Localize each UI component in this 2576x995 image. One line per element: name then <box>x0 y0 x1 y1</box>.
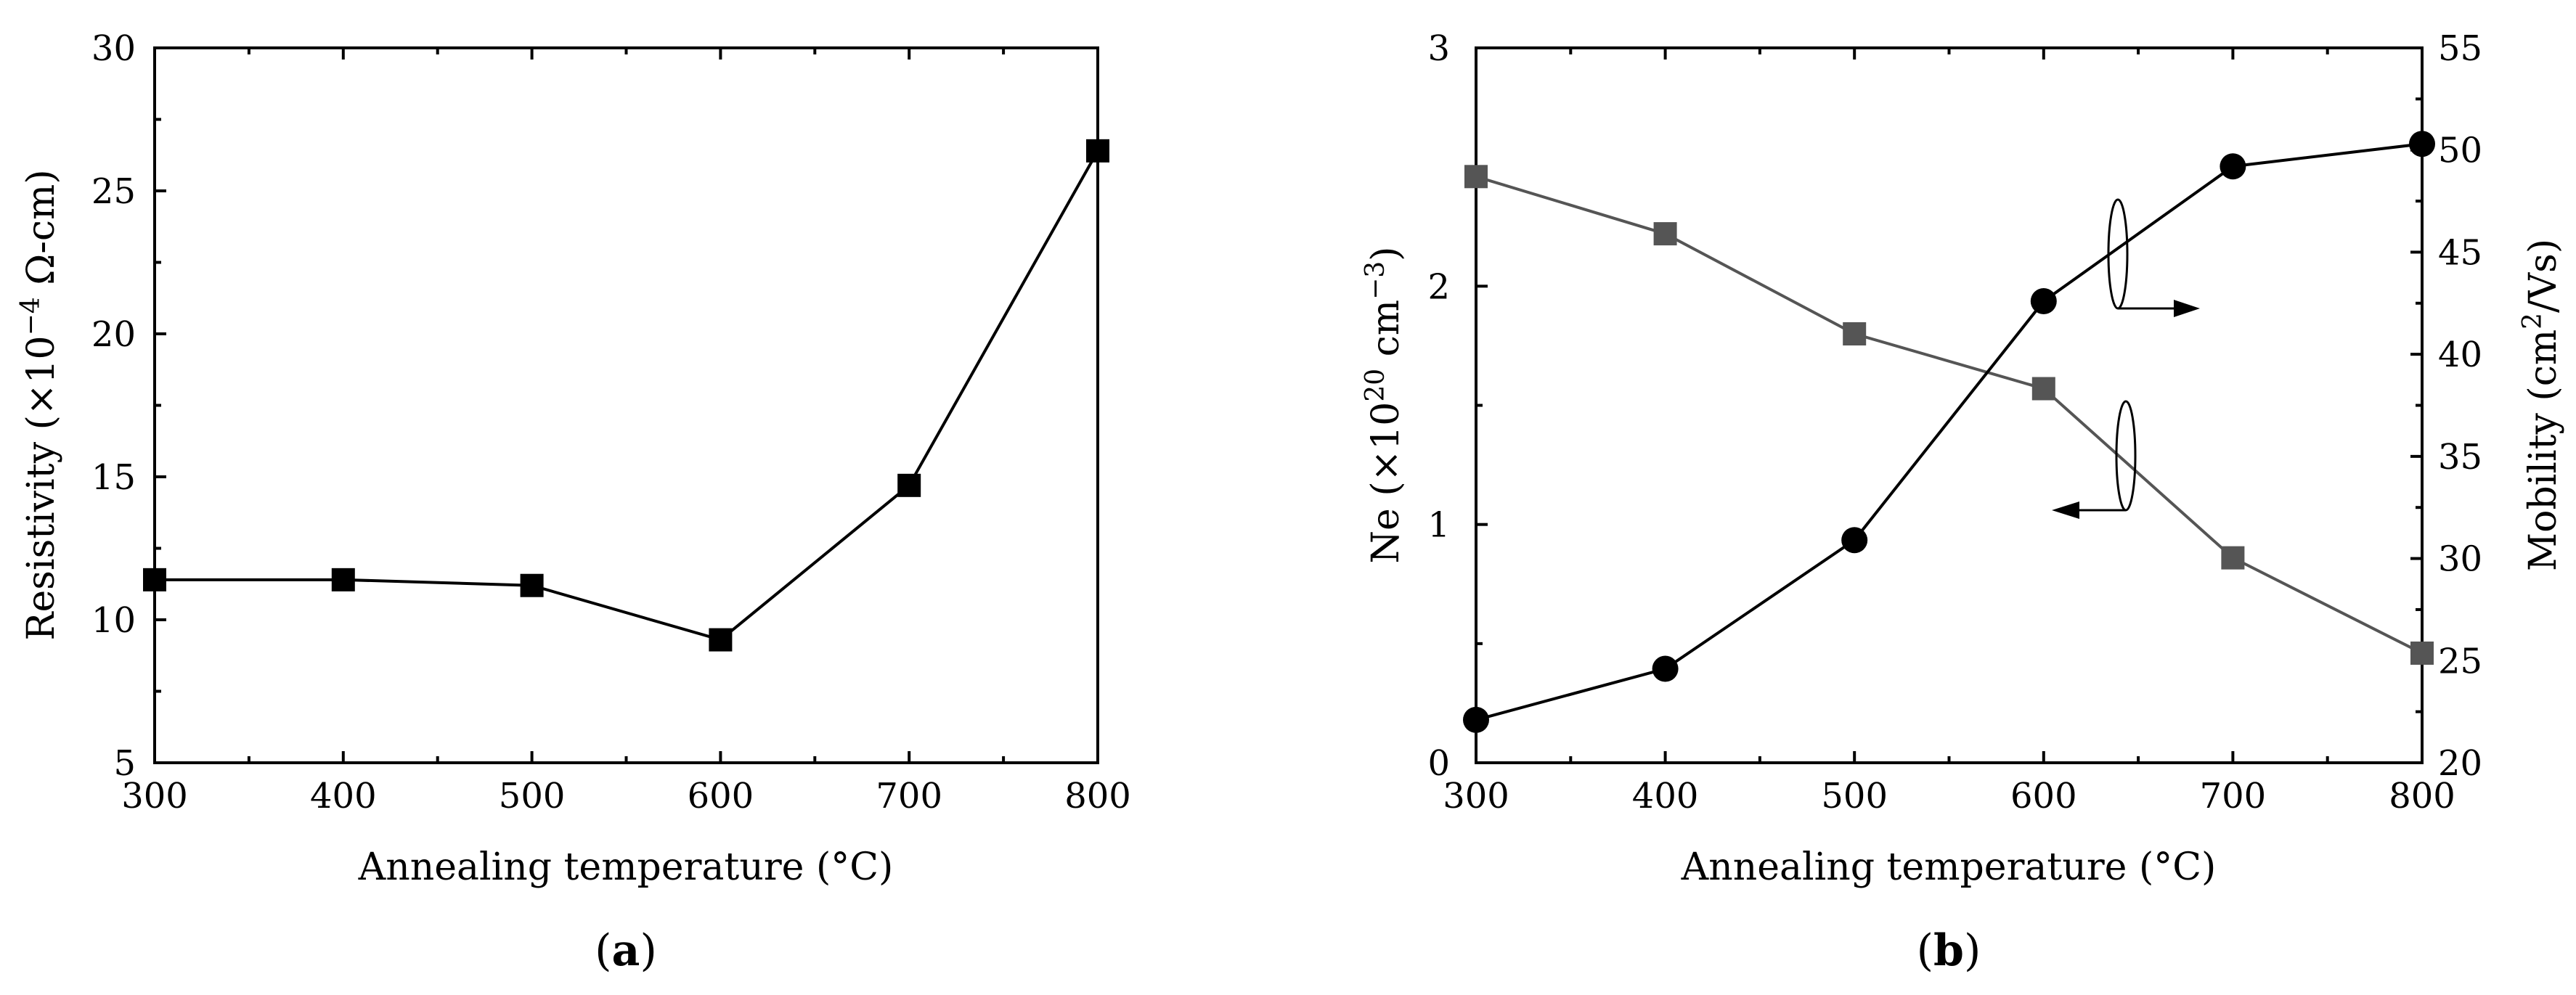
panel-b-mobility-point <box>1841 527 1868 554</box>
panel-b-x-tick-label: 300 <box>1443 776 1509 816</box>
panel-a-y-tick-label: 15 <box>91 457 136 498</box>
panel-b-ne-point <box>1653 222 1677 246</box>
panel-b-label: (b) <box>1917 925 1981 976</box>
panel-b-right-y-tick-label: 20 <box>2438 743 2482 784</box>
panel-a-chart: 300 400 500 600 700 800 5 10 15 20 25 30 Annealing … <box>16 28 1131 976</box>
panel-b-x-tick-label: 500 <box>1821 776 1888 816</box>
panel-b-x-tick-label: 800 <box>2389 776 2455 816</box>
panel-b-ne-line <box>1475 175 2423 655</box>
panel-a-y-axis-title: Resistivity (×10−4 Ω-cm) <box>16 169 63 640</box>
panel-b-right-y-tick-label: 55 <box>2438 28 2482 69</box>
left-arrow-icon <box>2052 501 2079 519</box>
panel-a-plot-frame <box>153 46 1099 764</box>
panel-b-mobility-point <box>2030 287 2057 314</box>
ne-axis-indicator <box>2052 400 2137 519</box>
panel-a-x-tick-label: 300 <box>121 776 188 816</box>
panel-b-mobility-point <box>1652 655 1679 682</box>
panel-a-resistivity-line <box>155 150 1099 642</box>
panel-b-left-y-tick-label: 1 <box>1427 505 1450 546</box>
panel-b-mobility-line <box>1475 142 2423 721</box>
right-arrow-icon <box>2174 300 2200 317</box>
panel-b-left-y-tick-label: 0 <box>1427 743 1450 784</box>
panel-a-x-tick-label: 700 <box>876 776 942 816</box>
panel-b-ne-point <box>2221 546 2245 570</box>
panel-b-ticks <box>1475 46 2424 764</box>
panel-b-left-y-axis-title: Ne (×1020 cm−3) <box>1361 247 1408 564</box>
panel-a-y-tick-label: 30 <box>91 28 136 69</box>
panel-a-resistivity-point <box>897 473 921 497</box>
panel-a-ticks <box>153 46 1099 764</box>
mobility-axis-indicator <box>2107 198 2200 317</box>
panel-a-x-axis-title: Annealing temperature (°C) <box>358 845 894 889</box>
panel-a-series <box>143 139 1109 652</box>
panel-b-mobility-point <box>2409 131 2435 157</box>
panel-a-x-tick-label: 600 <box>688 776 754 816</box>
panel-a-resistivity-point <box>520 573 544 597</box>
panel-a-resistivity-point <box>331 568 355 591</box>
panel-b-x-tick-label: 400 <box>1632 776 1699 816</box>
panel-a-y-tick-label: 5 <box>113 743 136 784</box>
panel-b-right-y-tick-label: 40 <box>2438 335 2482 375</box>
panel-b-chart: 300 400 500 600 700 800 0 1 2 3 20 25 30 35 40 45 50 55 A… <box>1361 28 2565 976</box>
panel-b-mobility-point <box>1463 706 1489 733</box>
panel-a-tick-labels: 300 400 500 600 700 800 5 10 15 20 25 30 <box>91 28 1131 816</box>
panel-b-right-y-axis-title: Mobility (cm2/Vs) <box>2518 239 2565 571</box>
panel-a-y-tick-label: 10 <box>91 600 136 641</box>
panel-b-right-y-tick-label: 25 <box>2438 641 2482 681</box>
panel-a-resistivity-point <box>143 568 166 591</box>
panel-a-resistivity-point <box>1086 139 1109 163</box>
panel-b-ne-point <box>2410 641 2434 665</box>
panel-b-ne-point <box>2031 377 2055 401</box>
panel-b-tick-labels: 300 400 500 600 700 800 0 1 2 3 20 25 30 35 40 45 50 55 <box>1427 28 2482 816</box>
panel-a-resistivity-point <box>709 628 733 652</box>
panel-a-x-tick-label: 400 <box>310 776 377 816</box>
panel-b-x-tick-label: 700 <box>2200 776 2267 816</box>
panel-b-series <box>1463 131 2435 733</box>
panel-b-right-y-tick-label: 50 <box>2438 131 2482 171</box>
panel-b-ne-point <box>1843 322 1867 345</box>
panel-b-right-y-tick-label: 30 <box>2438 539 2482 580</box>
panel-b-x-tick-label: 600 <box>2010 776 2077 816</box>
panel-a-label: (a) <box>595 925 657 976</box>
panel-a-x-tick-label: 500 <box>499 776 566 816</box>
panel-b-left-y-tick-label: 3 <box>1427 28 1450 69</box>
panel-b-mobility-point <box>2220 153 2246 180</box>
panel-a-x-tick-label: 800 <box>1064 776 1131 816</box>
panel-b-right-y-tick-label: 45 <box>2438 232 2482 273</box>
panel-b-left-y-tick-label: 2 <box>1427 266 1450 307</box>
panel-a-y-tick-label: 25 <box>91 171 136 212</box>
panel-a-y-tick-label: 20 <box>91 314 136 355</box>
panel-b-plot-frame <box>1475 46 2424 764</box>
panel-b-right-y-tick-label: 35 <box>2438 437 2482 478</box>
panel-b-x-axis-title: Annealing temperature (°C) <box>1681 845 2217 889</box>
panel-b-ne-point <box>1464 165 1488 189</box>
